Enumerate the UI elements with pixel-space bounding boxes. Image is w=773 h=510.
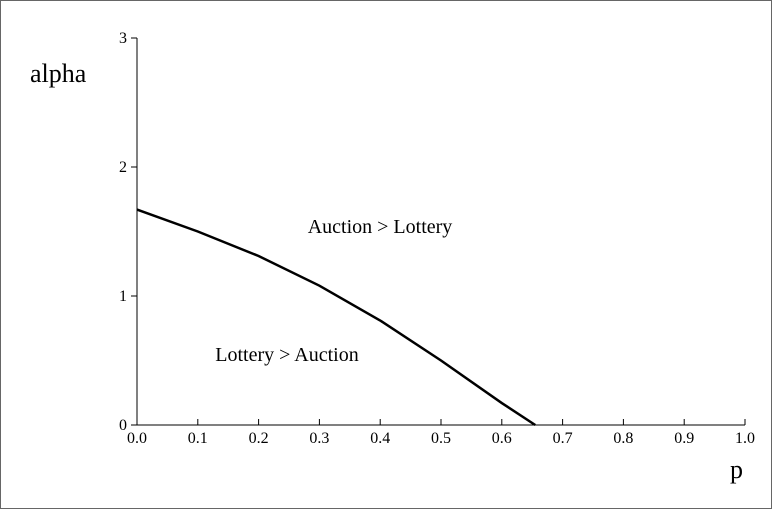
x-tick-label: 0.7 bbox=[553, 430, 573, 447]
x-axis-label: p bbox=[730, 455, 743, 484]
x-tick-label: 0.6 bbox=[492, 430, 512, 447]
y-tick-label: 1 bbox=[119, 288, 127, 305]
x-tick-label: 0.3 bbox=[309, 430, 329, 447]
x-tick-label: 0.9 bbox=[674, 430, 694, 447]
y-tick-label: 2 bbox=[119, 159, 127, 176]
curve bbox=[136, 208, 536, 427]
y-tick-label: 0 bbox=[119, 417, 127, 434]
annotation: Lottery > Auction bbox=[215, 344, 358, 366]
x-tick-label: 0.1 bbox=[188, 430, 208, 447]
x-tick-label: 0.5 bbox=[431, 430, 451, 447]
x-tick-label: 1.0 bbox=[735, 430, 755, 447]
x-tick-label: 0.4 bbox=[370, 430, 390, 447]
annotation: Auction > Lottery bbox=[308, 216, 453, 238]
x-tick-label: 0.8 bbox=[613, 430, 633, 447]
y-tick-label: 3 bbox=[119, 30, 127, 47]
y-axis-label: alpha bbox=[30, 59, 87, 88]
x-tick-label: 0.0 bbox=[127, 430, 147, 447]
x-tick-label: 0.2 bbox=[249, 430, 269, 447]
